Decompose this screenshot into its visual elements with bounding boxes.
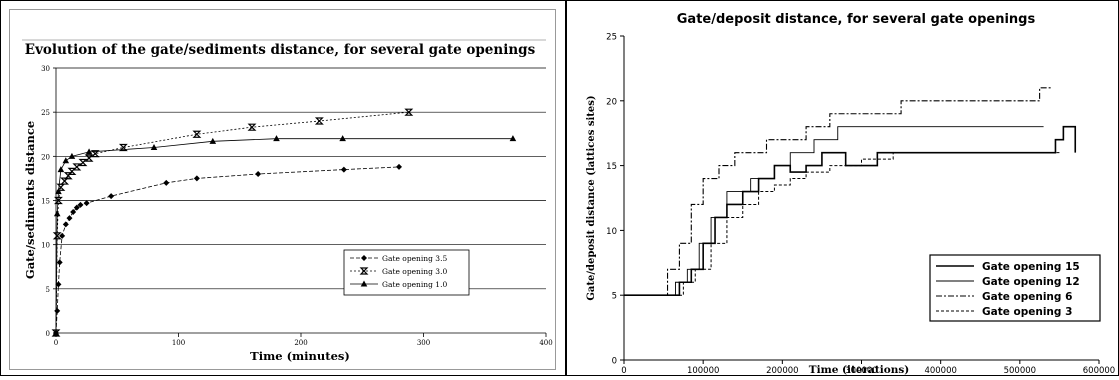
y-tick-label: 0 bbox=[46, 330, 50, 338]
chart-title: Evolution of the gate/sediments distance… bbox=[25, 42, 536, 58]
x-tick-label: 500000 bbox=[1004, 366, 1036, 376]
y-axis-label: Gate/deposit distance (lattices sites) bbox=[586, 95, 597, 300]
y-tick-label: 15 bbox=[41, 198, 50, 206]
legend-label: Gate opening 1.0 bbox=[382, 280, 447, 289]
x-tick-label: 300 bbox=[417, 339, 430, 347]
x-axis-label: Time (iterations) bbox=[809, 364, 909, 376]
legend-label: Gate opening 3 bbox=[982, 306, 1072, 318]
y-tick-label: 20 bbox=[606, 97, 617, 107]
x-tick-label: 200000 bbox=[766, 366, 798, 376]
x-tick-label: 0 bbox=[54, 339, 58, 347]
legend-label: Gate opening 15 bbox=[982, 261, 1080, 273]
y-axis-label: Gate/sediments distance bbox=[23, 121, 37, 279]
x-tick-label: 100 bbox=[172, 339, 185, 347]
y-tick-label: 0 bbox=[612, 357, 617, 367]
x-axis-label: Time (minutes) bbox=[250, 349, 350, 363]
legend-label: Gate opening 6 bbox=[982, 291, 1072, 303]
legend-label: Gate opening 3.5 bbox=[382, 254, 447, 263]
y-tick-label: 15 bbox=[606, 162, 617, 172]
chart-panel-right: Gate/deposit distance, for several gate … bbox=[566, 0, 1119, 376]
chart-area-border bbox=[10, 10, 556, 370]
gate-deposit-chart: Gate/deposit distance, for several gate … bbox=[566, 0, 1119, 376]
x-tick-label: 600000 bbox=[1083, 366, 1115, 376]
y-tick-label: 20 bbox=[41, 153, 50, 161]
x-tick-label: 100000 bbox=[687, 366, 719, 376]
y-tick-label: 5 bbox=[46, 286, 50, 294]
gate-sediments-chart: Evolution of the gate/sediments distance… bbox=[0, 0, 566, 376]
x-tick-label: 400000 bbox=[924, 366, 956, 376]
x-tick-label: 200 bbox=[294, 339, 307, 347]
x-tick-label: 400 bbox=[539, 339, 552, 347]
chart-title: Gate/deposit distance, for several gate … bbox=[677, 12, 1036, 27]
y-tick-label: 5 bbox=[612, 292, 617, 302]
legend: Gate opening 15 Gate opening 12 Gate openi… bbox=[930, 255, 1100, 321]
legend: Gate opening 3.5 Gate opening 3.0 Gate ope… bbox=[344, 250, 469, 295]
legend-label: Gate opening 3.0 bbox=[382, 267, 447, 276]
y-tick-label: 25 bbox=[606, 33, 617, 43]
x-tick-label: 0 bbox=[621, 366, 626, 376]
chart-panel-left: Evolution of the gate/sediments distance… bbox=[0, 0, 566, 376]
y-tick-label: 10 bbox=[606, 227, 617, 237]
y-tick-label: 10 bbox=[41, 242, 50, 250]
legend-label: Gate opening 12 bbox=[982, 276, 1080, 288]
y-tick-label: 25 bbox=[41, 109, 50, 117]
y-tick-label: 30 bbox=[41, 65, 50, 73]
